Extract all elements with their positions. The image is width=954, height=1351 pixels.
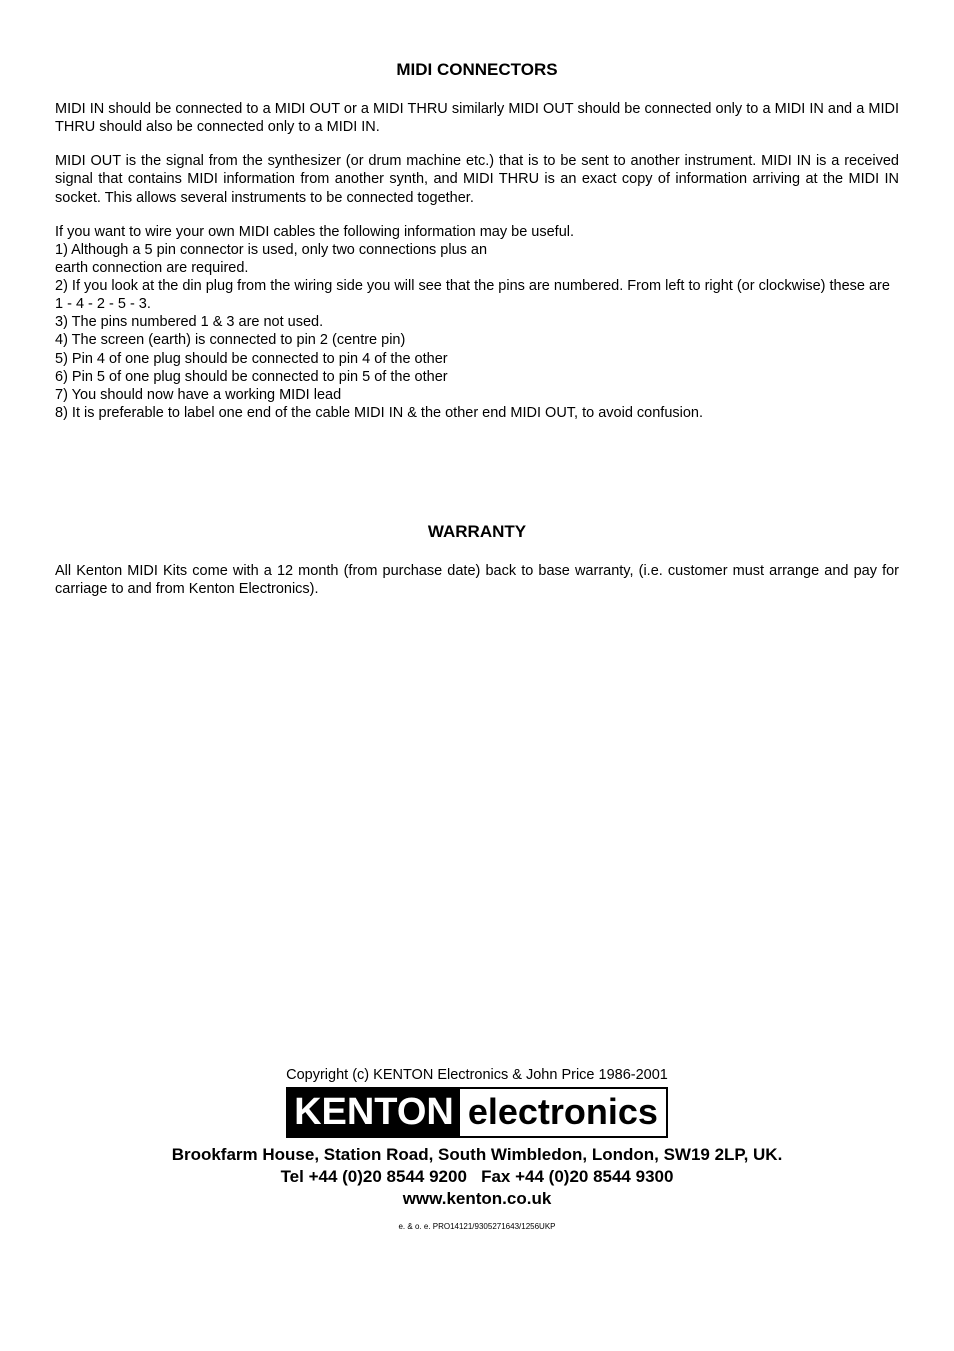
section-midi-connectors: MIDI CONNECTORS MIDI IN should be connec… xyxy=(55,60,899,422)
wiring-intro: If you want to wire your own MIDI cables… xyxy=(55,223,899,241)
address-line-2: Tel +44 (0)20 8544 9200 Fax +44 (0)20 85… xyxy=(55,1166,899,1188)
wiring-list: If you want to wire your own MIDI cables… xyxy=(55,223,899,422)
para-midi-1: MIDI IN should be connected to a MIDI OU… xyxy=(55,100,899,136)
address-line-1: Brookfarm House, Station Road, South Wim… xyxy=(55,1144,899,1166)
doc-reference: e. & o. e. PRO14121/9305271643/1256UKP xyxy=(55,1222,899,1231)
address-line-3: www.kenton.co.uk xyxy=(55,1188,899,1210)
heading-midi-connectors: MIDI CONNECTORS xyxy=(55,60,899,80)
para-warranty: All Kenton MIDI Kits come with a 12 mont… xyxy=(55,562,899,598)
wiring-item: 3) The pins numbered 1 & 3 are not used. xyxy=(55,313,899,331)
wiring-item: 8) It is preferable to label one end of … xyxy=(55,404,899,422)
logo-electronics-text: electronics xyxy=(460,1091,666,1133)
heading-warranty: WARRANTY xyxy=(55,522,899,542)
wiring-item: 1) Although a 5 pin connector is used, o… xyxy=(55,241,899,259)
wiring-item: earth connection are required. xyxy=(55,259,899,277)
footer: Copyright (c) KENTON Electronics & John … xyxy=(55,1067,899,1231)
wiring-item: 5) Pin 4 of one plug should be connected… xyxy=(55,350,899,368)
section-warranty: WARRANTY All Kenton MIDI Kits come with … xyxy=(55,522,899,598)
wiring-item: 7) You should now have a working MIDI le… xyxy=(55,386,899,404)
company-logo: KENTONelectronics xyxy=(286,1087,668,1138)
copyright-text: Copyright (c) KENTON Electronics & John … xyxy=(55,1067,899,1083)
para-midi-2: MIDI OUT is the signal from the synthesi… xyxy=(55,152,899,206)
wiring-item: 4) The screen (earth) is connected to pi… xyxy=(55,331,899,349)
wiring-item: 6) Pin 5 of one plug should be connected… xyxy=(55,368,899,386)
logo-kenton-text: KENTON xyxy=(288,1089,460,1136)
wiring-item: 2) If you look at the din plug from the … xyxy=(55,277,899,313)
